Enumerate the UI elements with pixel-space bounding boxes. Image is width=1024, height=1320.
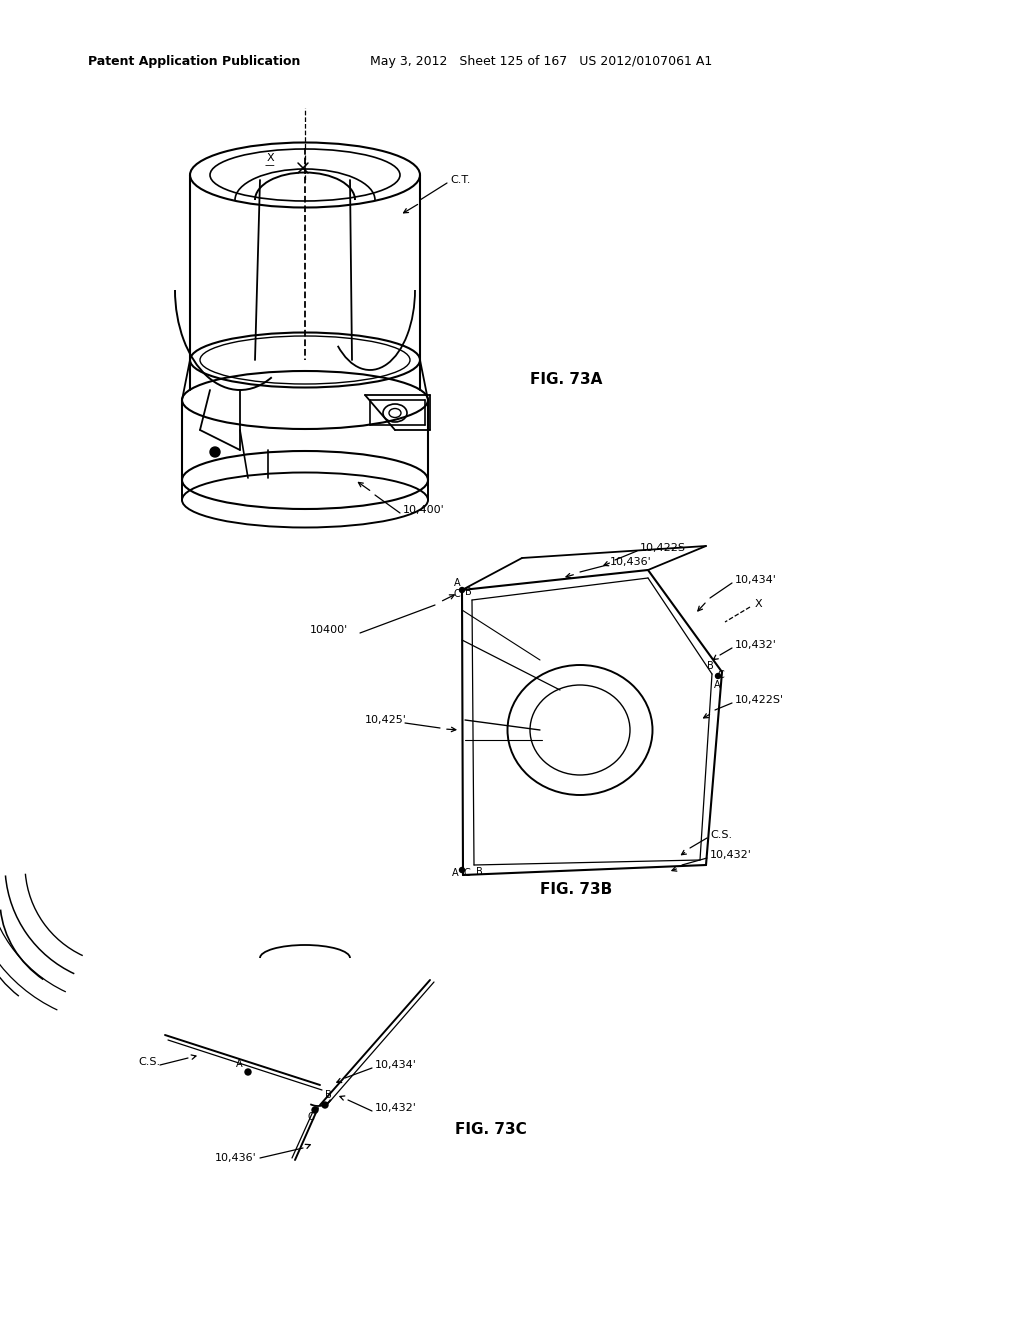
Text: FIG. 73A: FIG. 73A [530, 372, 602, 388]
Text: 10,422S: 10,422S [640, 543, 686, 553]
Circle shape [716, 673, 721, 678]
Text: A: A [454, 578, 461, 587]
Circle shape [312, 1107, 318, 1113]
Text: 10,400': 10,400' [403, 506, 444, 515]
Text: May 3, 2012   Sheet 125 of 167   US 2012/0107061 A1: May 3, 2012 Sheet 125 of 167 US 2012/010… [370, 55, 713, 69]
Text: B: B [476, 867, 482, 876]
Circle shape [460, 867, 465, 873]
Text: C: C [454, 589, 461, 599]
Text: C: C [464, 869, 471, 878]
Text: FIG. 73B: FIG. 73B [540, 883, 612, 898]
Text: A: A [236, 1059, 243, 1069]
Text: B: B [325, 1090, 332, 1100]
Text: A: A [452, 869, 459, 878]
Text: 10,434': 10,434' [375, 1060, 417, 1071]
Text: B: B [465, 587, 472, 597]
Text: 10,436': 10,436' [215, 1152, 257, 1163]
Text: Patent Application Publication: Patent Application Publication [88, 55, 300, 69]
Text: C: C [717, 671, 724, 680]
Circle shape [322, 1102, 328, 1107]
Text: 10,425': 10,425' [365, 715, 407, 725]
Text: B: B [707, 661, 714, 671]
Text: C.S.: C.S. [138, 1057, 160, 1067]
Text: 10,422S': 10,422S' [735, 696, 784, 705]
Text: A: A [714, 680, 721, 690]
Circle shape [210, 447, 220, 457]
Text: X: X [266, 153, 274, 162]
Text: 10,436': 10,436' [610, 557, 651, 568]
Text: FIG. 73C: FIG. 73C [455, 1122, 526, 1138]
Text: 10,434': 10,434' [735, 576, 777, 585]
Circle shape [460, 587, 465, 593]
Text: 10,432': 10,432' [375, 1104, 417, 1113]
Text: —: — [264, 160, 274, 170]
Text: C: C [308, 1111, 314, 1122]
Text: C.S.: C.S. [710, 830, 732, 840]
Text: C.T.: C.T. [450, 176, 470, 185]
Text: 10400': 10400' [310, 624, 348, 635]
Text: X: X [755, 599, 763, 609]
Circle shape [245, 1069, 251, 1074]
Text: 10,432': 10,432' [735, 640, 777, 649]
Text: 10,432': 10,432' [710, 850, 752, 861]
